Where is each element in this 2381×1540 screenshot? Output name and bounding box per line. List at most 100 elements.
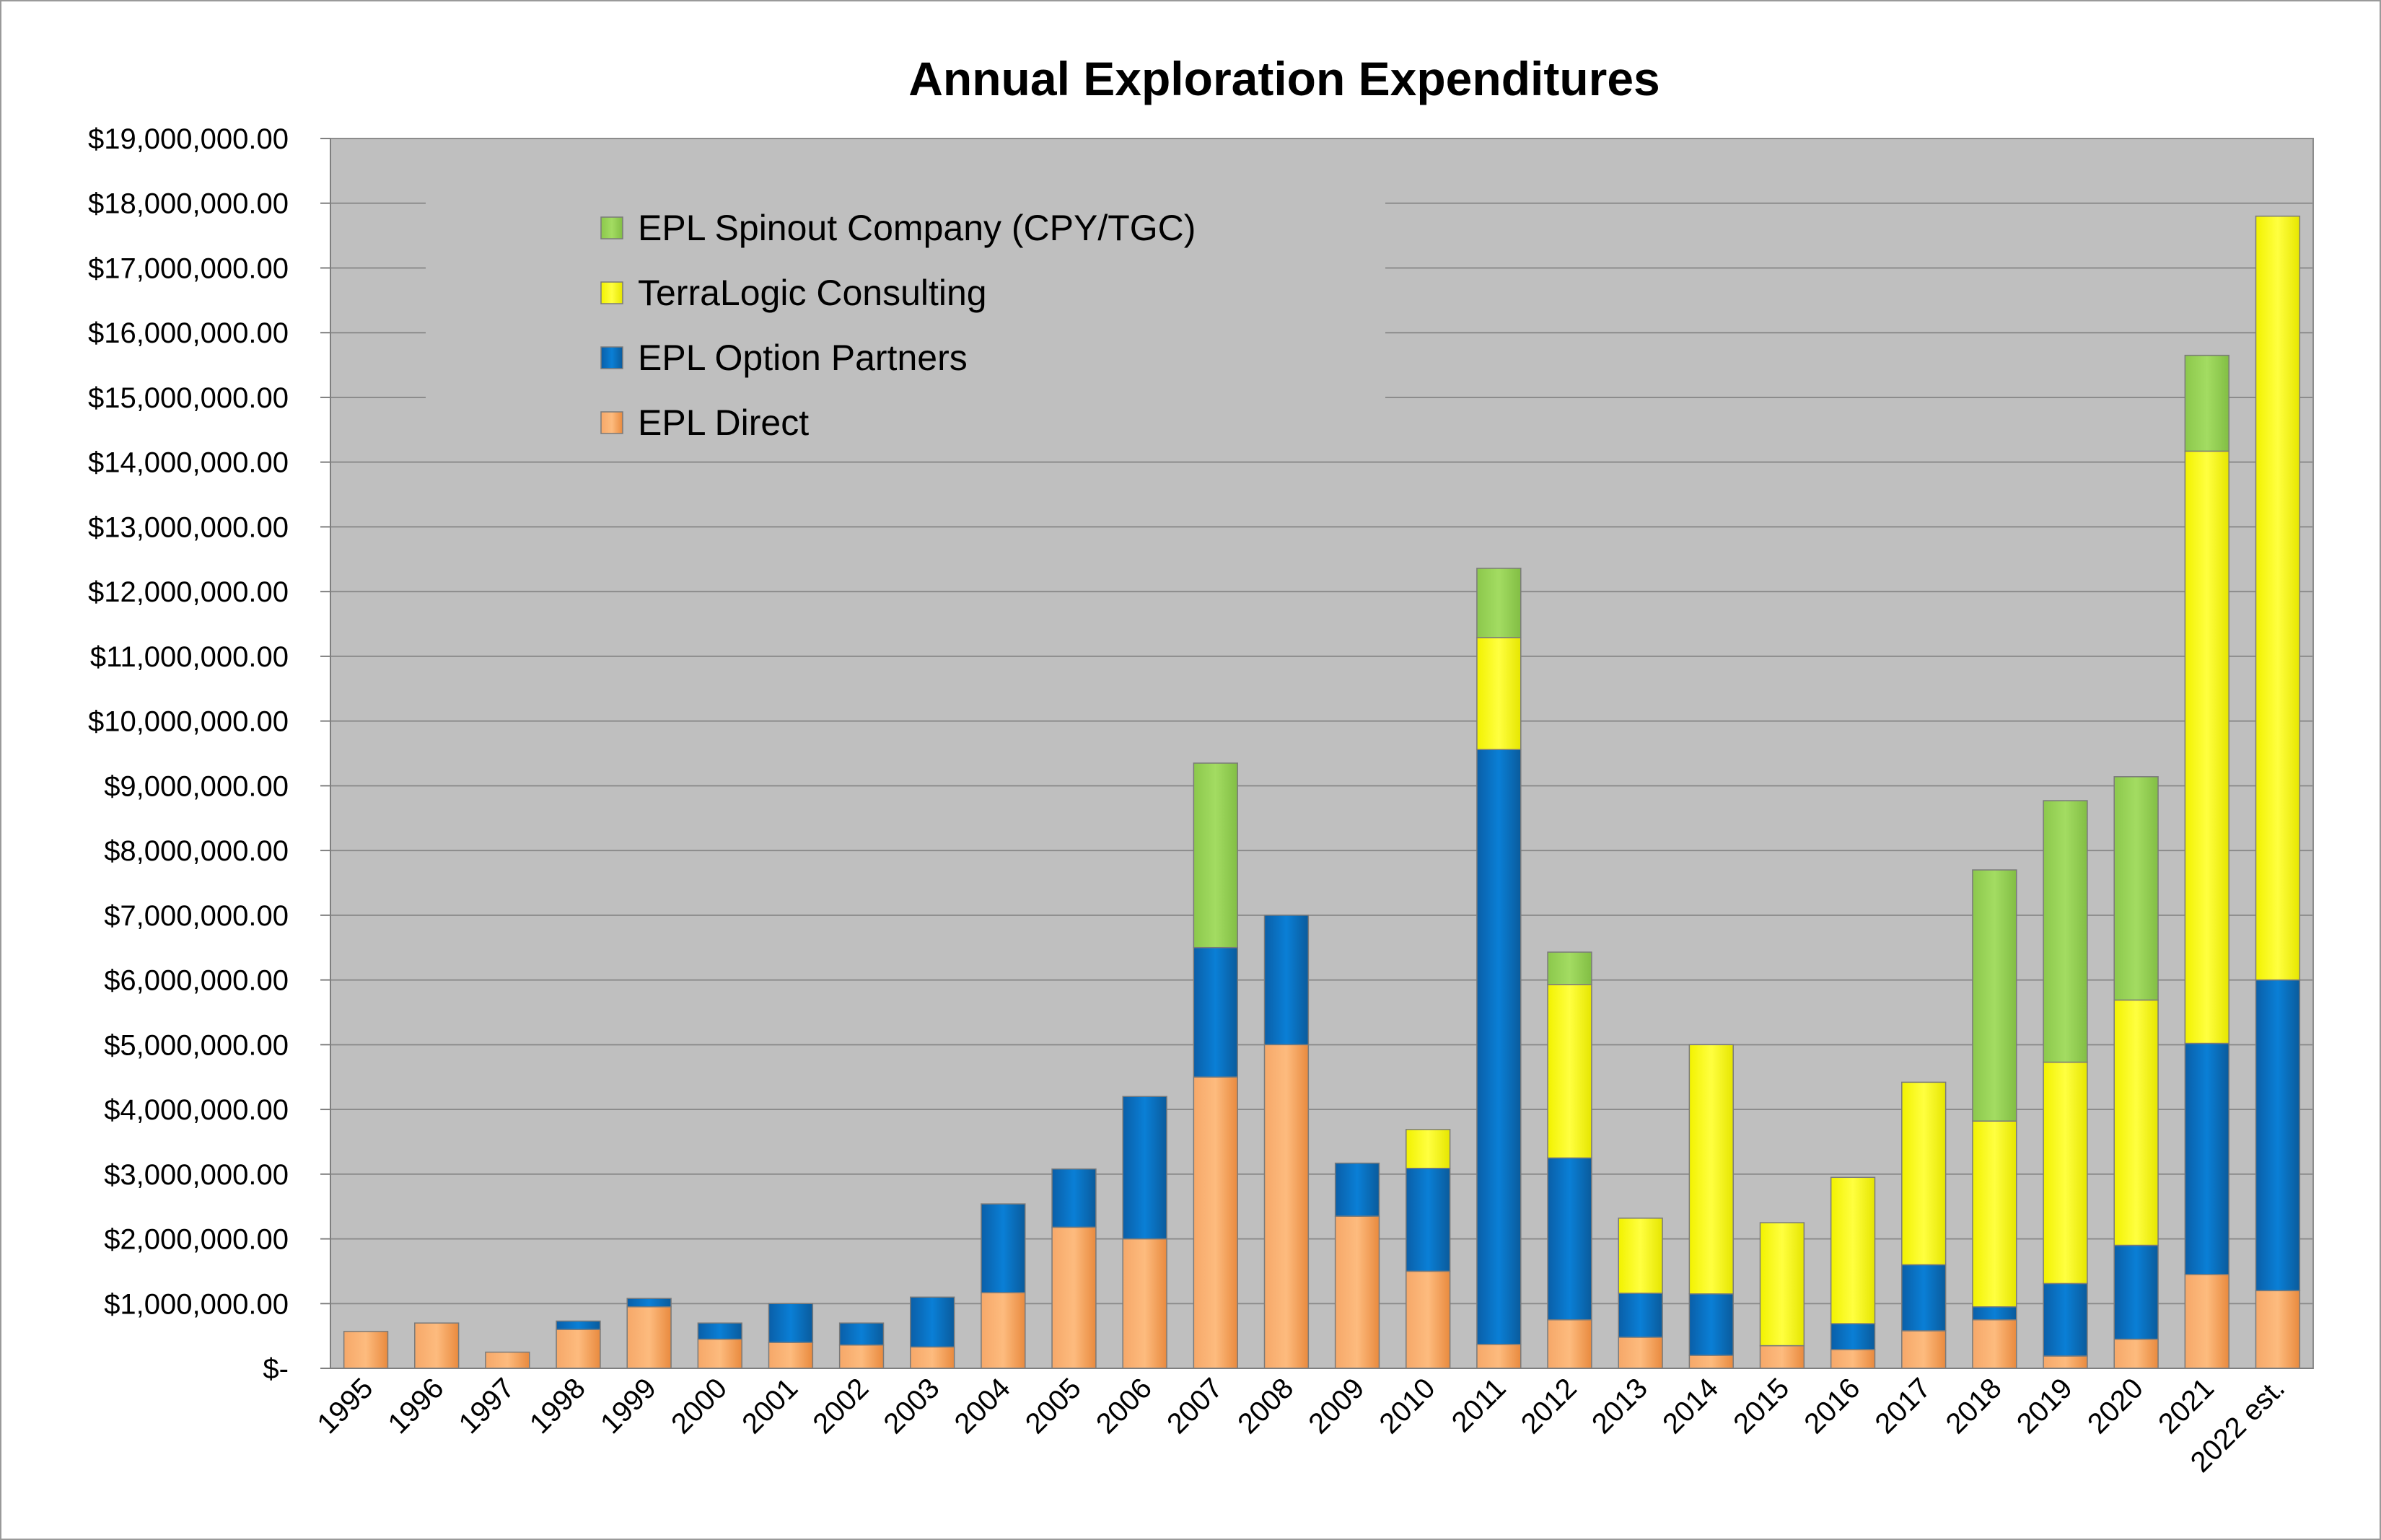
y-tick-label: $18,000,000.00	[88, 188, 289, 220]
bar-epl-direct	[1193, 1076, 1238, 1369]
x-tick-label: 1995	[311, 1372, 379, 1440]
bar-epl-direct	[1406, 1270, 1451, 1369]
x-tick-label: 2002	[807, 1372, 874, 1440]
bar-epl-option-partners	[1263, 915, 1310, 1046]
bar-terralogic-consulting	[2184, 450, 2229, 1044]
legend: EPL Spinout Company (CPY/TGC) TerraLogic …	[426, 189, 1385, 459]
bar-epl-direct	[1759, 1345, 1805, 1369]
y-tick-label: $1,000,000.00	[104, 1288, 289, 1320]
bar-epl-option-partners	[838, 1322, 885, 1346]
x-tick-label: 2007	[1161, 1372, 1229, 1440]
bar-epl-direct	[1618, 1337, 1663, 1369]
x-tick-label: 2005	[1020, 1372, 1087, 1440]
bar-epl-option-partners	[1547, 1157, 1592, 1321]
y-tick-label: $19,000,000.00	[88, 123, 289, 155]
bar-epl-option-partners	[2043, 1282, 2088, 1357]
bar-terralogic-consulting	[1759, 1222, 1805, 1347]
legend-label: EPL Option Partners	[638, 338, 968, 378]
bar-epl-spinout	[1972, 869, 2017, 1122]
bar-epl-option-partners	[1830, 1323, 1876, 1350]
bar-epl-option-partners	[2184, 1042, 2229, 1275]
y-tick-label: $2,000,000.00	[104, 1224, 289, 1256]
y-tick-label: $15,000,000.00	[88, 382, 289, 414]
bar-terralogic-consulting	[1618, 1218, 1663, 1294]
x-tick-label: 1999	[595, 1372, 662, 1440]
legend-swatch-terralogic	[600, 281, 623, 304]
bar-epl-option-partners	[1051, 1168, 1097, 1228]
y-tick-label: $7,000,000.00	[104, 900, 289, 932]
x-tick-label: 2004	[949, 1372, 1017, 1440]
y-tick-label: $17,000,000.00	[88, 252, 289, 284]
bar-epl-option-partners	[697, 1322, 742, 1340]
y-tick-label: $12,000,000.00	[88, 576, 289, 608]
y-tick-label: $3,000,000.00	[104, 1159, 289, 1191]
bar-epl-direct	[1051, 1226, 1097, 1369]
bar-epl-option-partners	[1476, 749, 1522, 1345]
x-tick-label: 2012	[1515, 1372, 1583, 1440]
x-tick-label: 2019	[2011, 1372, 2079, 1440]
legend-label: EPL Spinout Company (CPY/TGC)	[638, 208, 1196, 248]
bar-epl-direct	[414, 1322, 460, 1369]
bar-epl-option-partners	[981, 1203, 1026, 1293]
x-tick-label: 2000	[665, 1372, 733, 1440]
bar-epl-direct	[556, 1329, 601, 1369]
bar-epl-direct	[1334, 1215, 1380, 1369]
y-tick-label: $13,000,000.00	[88, 511, 289, 543]
bar-epl-option-partners	[1618, 1293, 1663, 1338]
bar-epl-spinout	[1476, 568, 1522, 638]
x-tick-label: 2009	[1302, 1372, 1370, 1440]
y-tick-label: $14,000,000.00	[88, 447, 289, 479]
bar-epl-direct	[910, 1346, 955, 1369]
x-tick-label: 1996	[382, 1372, 450, 1440]
bar-epl-option-partners	[910, 1296, 955, 1348]
bar-epl-direct	[1476, 1344, 1522, 1369]
x-tick-label: 2011	[1446, 1372, 1512, 1438]
bar-terralogic-consulting	[2255, 215, 2301, 981]
bar-epl-spinout	[1547, 951, 1592, 985]
y-axis: $- $1,000,000.00 $2,000,000.00 $3,000,000.0…	[88, 123, 331, 1385]
y-tick-label: $6,000,000.00	[104, 965, 289, 997]
x-tick-label: 1998	[524, 1372, 592, 1440]
bar-epl-spinout	[2113, 776, 2159, 1001]
bar-epl-direct	[1547, 1319, 1592, 1369]
bar-epl-direct	[1122, 1238, 1167, 1369]
x-tick-label: 2008	[1232, 1372, 1299, 1440]
bar-terralogic-consulting	[1972, 1120, 2017, 1308]
y-tick-label: $11,000,000.00	[90, 641, 289, 673]
bar-epl-option-partners	[1334, 1162, 1380, 1217]
bar-epl-direct	[2184, 1274, 2229, 1369]
x-tick-label: 2015	[1727, 1372, 1795, 1440]
bar-epl-direct	[1830, 1349, 1876, 1369]
y-tick-label: $9,000,000.00	[104, 770, 289, 802]
bar-terralogic-consulting	[1406, 1129, 1451, 1169]
bar-epl-direct	[343, 1331, 389, 1369]
bar-epl-spinout	[2184, 354, 2229, 452]
bar-epl-option-partners	[626, 1298, 672, 1308]
bar-epl-option-partners	[1901, 1264, 1947, 1332]
y-tick-label: $10,000,000.00	[88, 706, 289, 738]
bar-epl-option-partners	[2113, 1244, 2159, 1340]
bar-epl-option-partners	[1688, 1293, 1734, 1356]
bar-epl-option-partners	[1122, 1096, 1167, 1240]
legend-swatch-direct	[600, 411, 623, 434]
bar-terralogic-consulting	[1476, 637, 1522, 750]
legend-label: EPL Direct	[638, 402, 809, 443]
bar-epl-spinout	[1193, 762, 1238, 949]
bar-epl-option-partners	[768, 1303, 814, 1343]
y-tick-label: $-	[263, 1353, 289, 1385]
bar-epl-direct	[1901, 1330, 1947, 1369]
x-tick-label: 2003	[878, 1372, 946, 1440]
legend-swatch-spinout	[600, 216, 623, 239]
x-tick-label: 2017	[1869, 1372, 1937, 1440]
y-tick-label: $5,000,000.00	[104, 1029, 289, 1061]
bar-terralogic-consulting	[2113, 999, 2159, 1246]
bar-epl-direct	[1972, 1319, 2017, 1369]
x-tick-label: 2018	[1940, 1372, 2008, 1440]
legend-box	[426, 189, 1385, 459]
x-tick-label: 2006	[1090, 1372, 1158, 1440]
legend-label: TerraLogic Consulting	[638, 273, 987, 313]
bar-terralogic-consulting	[1901, 1081, 1947, 1266]
bar-epl-option-partners	[1972, 1306, 2017, 1321]
x-tick-label: 2014	[1657, 1372, 1724, 1440]
